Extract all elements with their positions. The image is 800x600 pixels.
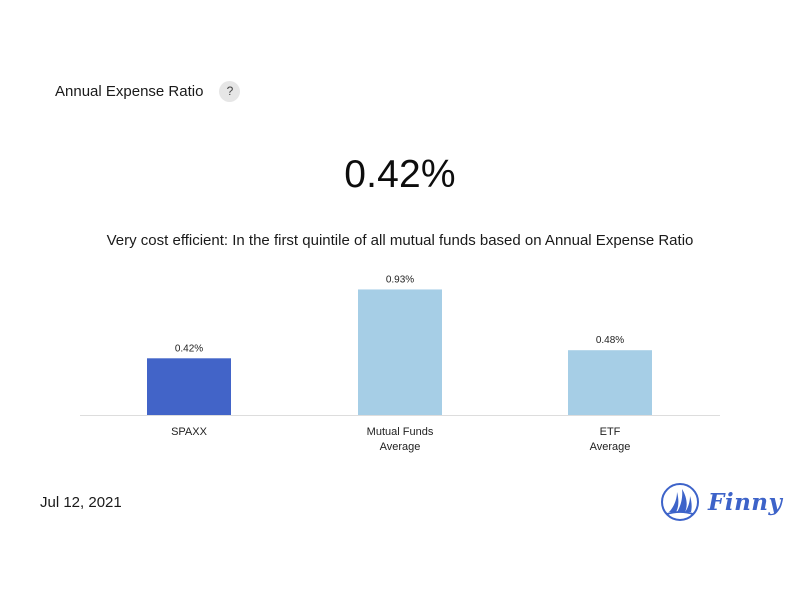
- category-label-0-0: SPAXX: [171, 426, 208, 438]
- section-title: Annual Expense Ratio: [55, 82, 204, 100]
- bar-2: [568, 350, 652, 415]
- category-label-2-1: Average: [590, 441, 631, 453]
- sailboat-icon: [661, 483, 699, 521]
- bar-data-label-1: 0.93%: [386, 274, 414, 285]
- as-of-date: Jul 12, 2021: [40, 494, 122, 511]
- brand-name: Finny: [708, 488, 783, 516]
- expense-ratio-bar-chart: 0.42% SPAXX 0.93% Mutual Funds Average 0.48% E…: [80, 274, 720, 453]
- headline-value: 0.42%: [344, 153, 456, 196]
- bar-1: [358, 289, 442, 415]
- category-label-1-1: Average: [380, 441, 421, 453]
- section-header: Annual Expense Ratio ?: [55, 80, 241, 102]
- bar-0: [147, 358, 231, 415]
- finny-logo[interactable]: Finny: [660, 482, 782, 522]
- bar-data-label-0: 0.42%: [175, 343, 203, 354]
- help-icon[interactable]: ?: [219, 80, 241, 102]
- bar-data-label-2: 0.48%: [596, 335, 624, 346]
- summary-text: Very cost efficient: In the first quinti…: [106, 232, 694, 249]
- category-label-1-0: Mutual Funds: [367, 426, 434, 438]
- category-label-2-0: ETF: [600, 426, 621, 438]
